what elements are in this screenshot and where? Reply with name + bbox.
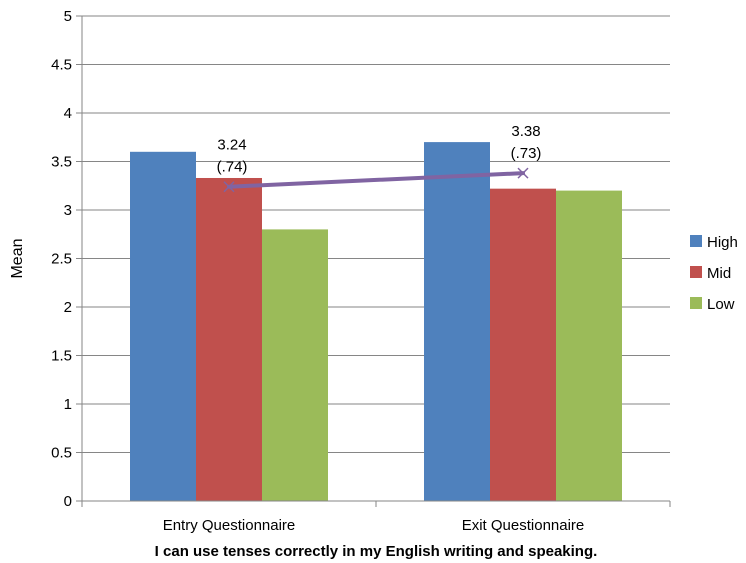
y-tick-label: 0 [64,493,72,510]
bars [130,142,622,502]
y-tick-label: 2 [64,299,72,316]
bar-high-1 [130,151,196,502]
x-tick-labels: Entry Questionnaire Exit Questionnaire [163,517,585,534]
axes [76,15,671,507]
y-tick-label: 4.5 [51,57,72,74]
y-tick-label: 3 [64,202,72,219]
legend-label: High [707,234,738,251]
y-tick-label: 2.5 [51,251,72,268]
bar-mid-2 [490,188,556,501]
y-tick-label: 1.5 [51,348,72,365]
bar-low-1 [262,229,328,501]
mean-line [223,167,529,193]
legend-swatch [690,266,702,278]
mean-marker [223,181,235,193]
mean-value-label: 3.24 [217,137,246,154]
y-tick-label: 1 [64,396,72,413]
legend-swatch [690,235,702,247]
legend-label: Low [707,296,735,313]
mean-sd-label: (.74) [217,159,248,176]
y-tick-label: 3.5 [51,154,72,171]
y-tick-label: 0.5 [51,445,72,462]
legend-swatch [690,297,702,309]
legend: High Mid Low [690,234,738,313]
bar-low-2 [556,190,622,501]
mean-sd-label: (.73) [511,145,542,162]
legend-item-low: Low [690,296,735,313]
mean-marker [517,167,529,179]
y-tick-labels: 0 0.5 1 1.5 2 2.5 3 3.5 4 4.5 5 [51,8,72,510]
legend-label: Mid [707,265,731,282]
mean-line-path [227,171,525,189]
legend-item-mid: Mid [690,265,731,282]
y-tick-label: 4 [64,105,72,122]
bar-mid-1 [196,177,262,502]
mean-value-label: 3.38 [511,123,540,140]
bar-high-2 [424,142,490,501]
y-tick-label: 5 [64,8,72,25]
x-axis-title: I can use tenses correctly in my English… [155,543,598,560]
y-axis-title: Mean [9,238,26,278]
mean-annotations: 3.24 (.74) 3.38 (.73) [217,123,542,176]
x-tick-label: Exit Questionnaire [462,517,585,534]
x-tick-label: Entry Questionnaire [163,517,296,534]
legend-item-high: High [690,234,738,251]
